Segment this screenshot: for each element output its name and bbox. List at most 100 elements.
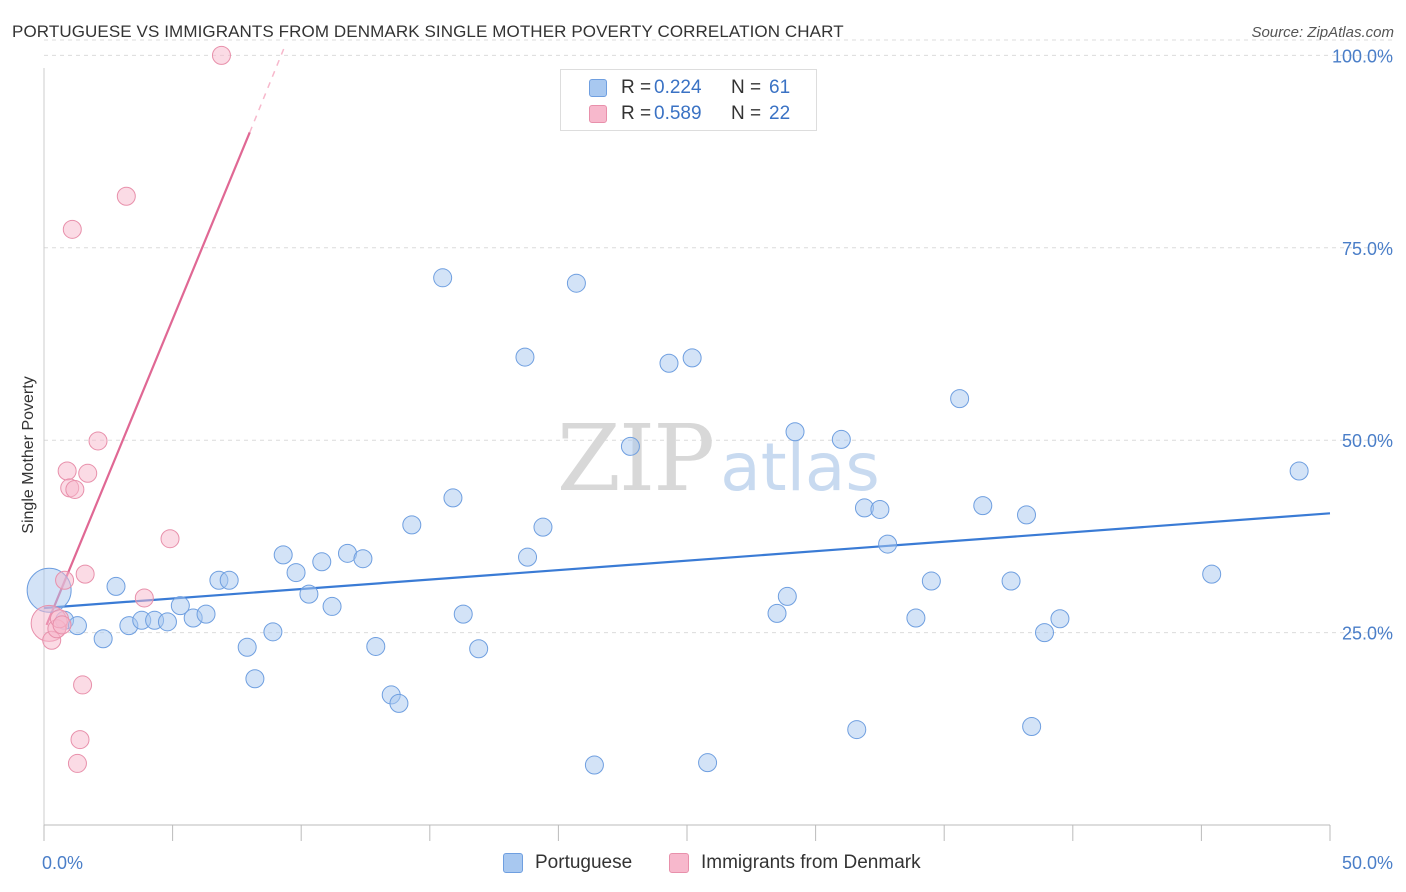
point-portuguese — [353, 549, 373, 569]
correlation-legend: R = 0.224 N = 61 R = 0.589 N = 22 — [560, 69, 817, 131]
legend-swatch-denmark — [669, 853, 689, 873]
y-tick-label: 100.0% — [1332, 46, 1393, 66]
point-portuguese — [1017, 505, 1037, 525]
point-denmark — [52, 615, 72, 635]
watermark-zip: ZIP — [557, 405, 713, 512]
point-portuguese — [973, 496, 993, 516]
y-tick-label: 50.0% — [1342, 431, 1393, 451]
series-legend: Portuguese Immigrants from Denmark — [0, 852, 1406, 876]
point-denmark — [62, 219, 82, 239]
x-tick-label: 0.0% — [42, 853, 83, 873]
legend-swatch-portuguese — [503, 853, 523, 873]
y-tick-labels: 25.0% 50.0% 75.0% 100.0% — [1332, 46, 1393, 643]
legend-r-label: R = — [621, 103, 652, 124]
point-portuguese — [106, 576, 126, 596]
point-denmark — [134, 588, 154, 608]
point-portuguese — [273, 545, 293, 565]
y-tick-label: 75.0% — [1342, 239, 1393, 259]
point-portuguese — [263, 622, 283, 642]
point-portuguese — [518, 547, 538, 567]
point-denmark — [65, 479, 85, 499]
point-portuguese — [1001, 571, 1021, 591]
point-portuguese — [1289, 461, 1309, 481]
point-portuguese — [921, 571, 941, 591]
legend-r-label: R = — [621, 77, 652, 98]
axes — [43, 68, 1331, 841]
point-portuguese — [366, 636, 386, 656]
trend-lines — [43, 43, 1331, 626]
point-portuguese — [322, 596, 342, 616]
point-portuguese — [245, 669, 265, 689]
point-portuguese — [870, 499, 890, 519]
point-portuguese — [847, 720, 867, 740]
point-portuguese — [312, 552, 332, 572]
point-portuguese — [831, 429, 851, 449]
point-denmark — [57, 461, 77, 481]
point-portuguese — [443, 488, 463, 508]
point-portuguese — [219, 570, 239, 590]
point-portuguese — [682, 348, 702, 368]
point-portuguese — [515, 347, 535, 367]
point-portuguese — [533, 517, 553, 537]
point-portuguese — [566, 273, 586, 293]
chart-title: PORTUGUESE VS IMMIGRANTS FROM DENMARK SI… — [12, 22, 844, 41]
point-denmark — [75, 564, 95, 584]
x-tick-labels: 0.0% 50.0% — [42, 853, 1393, 873]
x-tick-label: 50.0% — [1342, 853, 1393, 873]
point-portuguese — [299, 584, 319, 604]
point-portuguese — [1022, 716, 1042, 736]
point-denmark — [116, 186, 136, 206]
point-denmark — [73, 675, 93, 695]
point-portuguese — [93, 629, 113, 649]
legend-n-value: 22 — [769, 103, 791, 124]
source-label: Source: ZipAtlas.com — [1251, 24, 1394, 41]
legend-swatch-portuguese — [589, 79, 607, 97]
legend-r-value: 0.224 — [654, 77, 702, 98]
point-denmark — [211, 45, 231, 65]
point-portuguese — [878, 534, 898, 554]
y-tick-label: 25.0% — [1342, 624, 1393, 644]
watermark-atlas: atlas — [720, 429, 880, 506]
point-denmark — [88, 431, 108, 451]
trend-line-portuguese — [43, 512, 1331, 610]
point-denmark — [160, 529, 180, 549]
point-portuguese — [433, 268, 453, 288]
point-portuguese — [785, 422, 805, 442]
point-portuguese — [170, 596, 190, 616]
point-portuguese — [777, 586, 797, 606]
point-denmark — [67, 753, 87, 773]
point-portuguese — [906, 608, 926, 628]
point-portuguese — [389, 693, 409, 713]
point-portuguese — [1050, 609, 1070, 629]
point-portuguese — [1035, 623, 1055, 643]
watermark: ZIP atlas — [557, 405, 880, 512]
point-portuguese — [453, 604, 473, 624]
legend-r-value: 0.589 — [654, 103, 702, 124]
point-portuguese — [286, 563, 306, 583]
point-denmark — [55, 570, 75, 590]
point-denmark — [70, 730, 90, 750]
point-portuguese — [237, 637, 257, 657]
point-portuguese — [469, 639, 489, 659]
legend-n-value: 61 — [769, 77, 791, 98]
data-points — [26, 45, 1309, 775]
point-portuguese — [659, 353, 679, 373]
y-axis-label: Single Mother Poverty — [20, 376, 37, 533]
legend-item-label: Portuguese — [535, 852, 633, 873]
trend-line-denmark-extension — [249, 43, 287, 133]
legend-item-label: Immigrants from Denmark — [701, 852, 921, 873]
point-portuguese — [698, 753, 718, 773]
point-portuguese — [584, 755, 604, 775]
point-portuguese — [950, 389, 970, 409]
legend-n-label: N = — [731, 77, 762, 98]
point-denmark — [78, 463, 98, 483]
point-portuguese — [196, 604, 216, 624]
legend-swatch-denmark — [589, 105, 607, 123]
point-portuguese — [157, 612, 177, 632]
point-portuguese — [767, 603, 787, 623]
point-portuguese — [620, 436, 640, 456]
point-portuguese — [402, 515, 422, 535]
grid-lines — [44, 39, 1392, 634]
legend-n-label: N = — [731, 103, 762, 124]
